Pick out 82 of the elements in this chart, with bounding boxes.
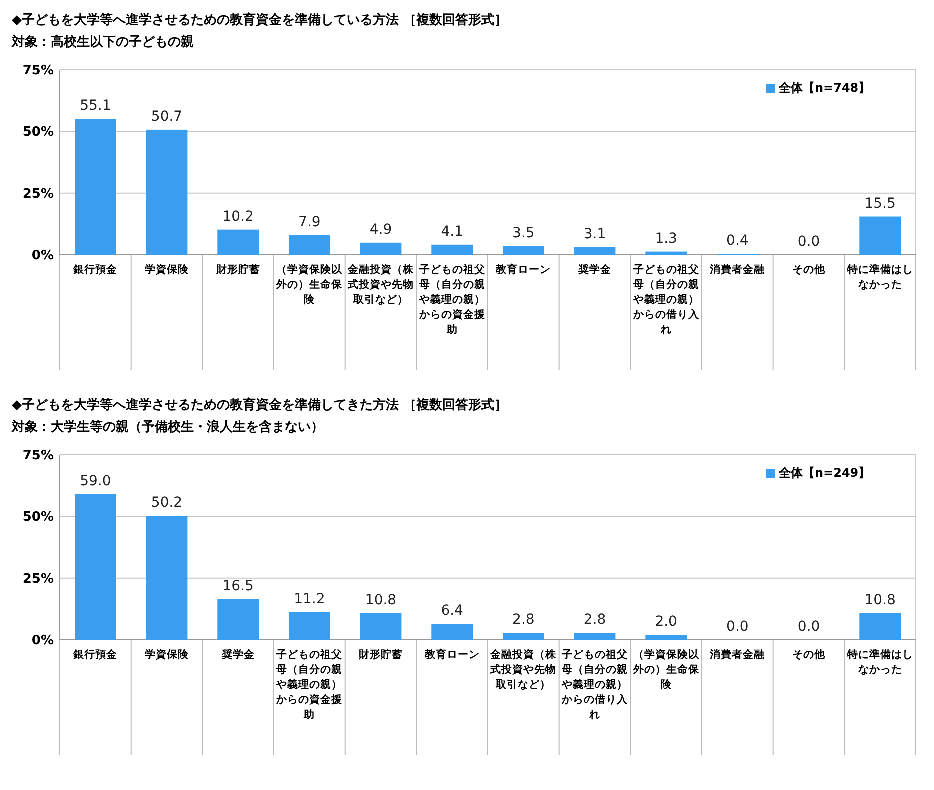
- data-label: 2.8: [584, 612, 606, 628]
- data-label: 10.8: [365, 592, 397, 608]
- bar: [574, 247, 616, 255]
- x-tick-label: その他: [792, 263, 826, 276]
- x-tick-label: 教育ローン: [495, 263, 552, 276]
- bar: [502, 633, 544, 640]
- x-tick-label: 財形貯蓄: [358, 648, 403, 661]
- data-label: 10.8: [864, 592, 896, 608]
- data-label: 10.2: [222, 208, 254, 225]
- data-label: 0.0: [798, 234, 820, 250]
- data-label: 11.2: [294, 591, 326, 608]
- data-label: 2.0: [655, 614, 678, 630]
- x-tick-label: 奨学金: [578, 263, 612, 276]
- chart-subtitle: 対象：高校生以下の子どもの親: [11, 34, 194, 50]
- x-tick-label: 金融投資（株式投資や先物取引など）: [490, 648, 558, 691]
- bar: [574, 633, 616, 640]
- data-label: 2.8: [512, 612, 535, 628]
- bar: [74, 494, 116, 640]
- bar: [288, 612, 330, 640]
- chart-title: ◆子どもを大学等へ進学させるための教育資金を準備している方法 ［複数回答形式］: [12, 12, 508, 28]
- x-tick-label: 銀行預金: [72, 263, 119, 276]
- data-label: 59.0: [80, 473, 112, 490]
- y-tick-label: 0%: [32, 248, 54, 264]
- x-tick-label: （学資保険以外の）生命保険: [632, 648, 700, 691]
- x-tick-label: その他: [792, 648, 826, 661]
- x-tick-label: 子どもの祖父母（自分の親や義理の親）からの借り入れ: [561, 648, 629, 721]
- x-tick-label: 消費者金融: [709, 263, 766, 276]
- bar: [218, 599, 260, 640]
- bar: [432, 624, 474, 640]
- data-label: 15.5: [864, 196, 896, 212]
- data-label: 4.1: [441, 224, 464, 240]
- legend-label: 全体【n=748】: [778, 81, 871, 95]
- x-tick-label: 学資保険: [145, 263, 190, 276]
- y-tick-label: 50%: [22, 125, 54, 140]
- bar: [860, 613, 902, 640]
- bar: [646, 635, 688, 640]
- y-tick-label: 50%: [22, 510, 54, 526]
- bar: [646, 252, 688, 255]
- bar: [860, 216, 902, 255]
- bar: [502, 246, 544, 255]
- y-tick-label: 25%: [22, 186, 54, 202]
- x-tick-label: 消費者金融: [709, 648, 766, 661]
- bar: [432, 244, 474, 255]
- data-label: 1.3: [655, 230, 678, 247]
- data-label: 50.7: [151, 108, 183, 125]
- x-tick-label: 金融投資（株式投資や先物取引など）: [347, 263, 415, 306]
- data-label: 7.9: [298, 214, 321, 231]
- bar: [360, 613, 402, 640]
- data-label: 3.5: [512, 225, 535, 242]
- y-tick-label: 75%: [22, 448, 54, 464]
- x-tick-label: 教育ローン: [424, 648, 480, 661]
- data-label: 4.9: [370, 222, 392, 238]
- legend-label: 全体【n=249】: [778, 466, 871, 480]
- y-tick-label: 25%: [22, 572, 54, 587]
- data-label: 16.5: [222, 578, 254, 594]
- y-tick-label: 0%: [32, 634, 54, 649]
- data-label: 3.1: [584, 226, 606, 242]
- x-tick-label: 子どもの祖父母（自分の親や義理の親）からの資金援助: [418, 263, 486, 336]
- x-tick-label: 特に準備はしなかった: [846, 648, 914, 676]
- chart-title: ◆子どもを大学等へ進学させるための教育資金を準備してきた方法 ［複数回答形式］: [12, 397, 508, 413]
- chart-subtitle: 対象：大学生等の親（予備校生・浪人生を含まない）: [11, 419, 324, 435]
- x-tick-label: （学資保険以外の）生命保険: [276, 263, 344, 306]
- bar: [218, 230, 260, 255]
- data-label: 0.0: [726, 619, 749, 635]
- data-label: 55.1: [80, 98, 112, 114]
- y-tick-label: 75%: [22, 64, 54, 79]
- data-label: 0.0: [798, 619, 820, 635]
- x-tick-label: 学資保険: [145, 648, 190, 661]
- x-tick-label: 特に準備はしなかった: [846, 263, 914, 291]
- data-label: 6.4: [441, 603, 464, 620]
- x-tick-label: 銀行預金: [72, 648, 119, 661]
- data-label: 0.4: [726, 233, 749, 250]
- data-label: 50.2: [151, 495, 183, 512]
- x-tick-label: 財形貯蓄: [215, 263, 260, 276]
- x-tick-label: 子どもの祖父母（自分の親や義理の親）からの資金援助: [276, 648, 343, 721]
- bar: [288, 236, 330, 255]
- bar: [146, 516, 188, 640]
- bar: [360, 242, 402, 255]
- x-tick-label: 子どもの祖父母（自分の親や義理の親）からの借り入れ: [632, 263, 700, 336]
- x-tick-label: 奨学金: [220, 648, 256, 661]
- bar: [74, 119, 116, 255]
- bar: [146, 130, 188, 255]
